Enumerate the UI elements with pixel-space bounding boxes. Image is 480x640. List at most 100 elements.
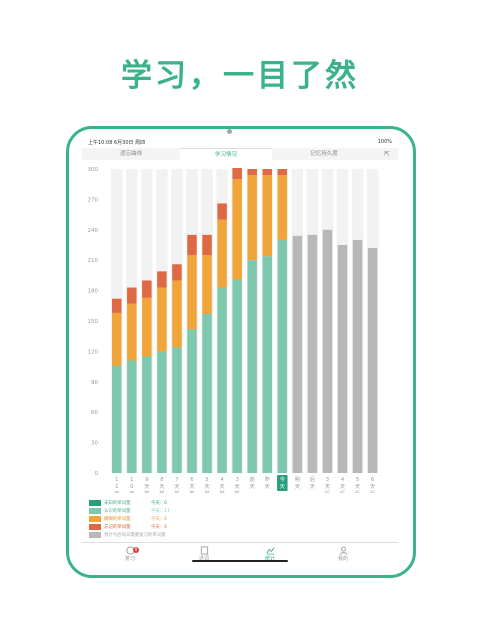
x-tick-label-char: 4 (341, 477, 345, 483)
share-icon[interactable]: ⇱ (384, 150, 390, 158)
x-tick-label-char: 天 (355, 483, 360, 490)
nav-statistics[interactable]: 统计 (250, 546, 290, 562)
bar-segment (352, 239, 363, 473)
bar-segment (202, 255, 212, 314)
y-tick-label: 0 (95, 471, 99, 477)
nav-label: 统计 (264, 556, 275, 562)
y-tick-label: 210 (88, 258, 99, 264)
legend-today-value: 今天：0 (151, 501, 167, 506)
nav-select-words[interactable]: 选词 (184, 546, 224, 562)
x-tick-label-char: 9 (145, 477, 148, 483)
camera-dot (227, 129, 232, 134)
bar-segment (112, 298, 122, 313)
y-tick-label: 120 (88, 349, 99, 355)
bar-segment (112, 365, 122, 473)
x-tick-label-char: 天 (265, 483, 270, 490)
bar-segment (307, 234, 318, 473)
tablet-screen: 上午10:08 6月30日 周四 100% 遗忘曲线 学习情况 记忆持久度 ⇱ … (82, 137, 398, 565)
bar-segment (202, 234, 212, 256)
x-tick-label-char: 天 (250, 483, 255, 490)
x-tick-label-char: 1 (115, 477, 118, 483)
x-tick-label-char: 后 (355, 489, 360, 493)
bar-segment (142, 356, 152, 473)
nav-profile[interactable]: 我的 (323, 546, 363, 562)
bar-segment (187, 234, 197, 256)
x-tick-label-char: 8 (160, 477, 163, 483)
bar-segment (172, 264, 182, 281)
x-tick-label-char: 天 (159, 483, 164, 490)
x-tick-label-char: 天 (235, 483, 240, 490)
x-tick-label-char: 6 (190, 477, 193, 483)
study-chart: 030609012015018021024027030011天前10天前9天前8… (88, 167, 379, 493)
notification-badge: 8 (133, 547, 139, 553)
x-tick-label-char: 3 (235, 477, 238, 483)
legend-label: 认识的单词量 (104, 509, 131, 514)
legend-item: 认识的单词量 今天：17 (89, 507, 209, 515)
legend-today-value: 今天：4 (151, 525, 167, 530)
tab-bar: 遗忘曲线 学习情况 记忆持久度 ⇱ (82, 148, 398, 161)
x-tick-label-char: 6 (371, 477, 374, 483)
bar-segment (172, 280, 182, 348)
x-tick-label-char: 天 (129, 490, 134, 493)
x-tick-label-char: 后 (340, 489, 345, 493)
x-tick-label-char: 5 (356, 477, 359, 483)
tab-memory-durability[interactable]: 记忆持久度 (310, 151, 338, 157)
status-bar: 上午10:08 6月30日 周四 100% (82, 137, 398, 147)
nav-label: 我的 (337, 556, 348, 562)
user-icon (339, 546, 347, 555)
x-tick-label-char: 5 (205, 477, 208, 483)
y-tick-label: 60 (91, 410, 98, 416)
battery-indicator: 100% (377, 139, 392, 145)
chart-legend: 未知的单词量 今天：0 认识的单词量 今天：17 模糊的单词量 今天：8 忘记的… (89, 499, 209, 539)
legend-today-value: 今天：8 (151, 517, 167, 522)
bar-segment (292, 235, 303, 473)
x-tick-label-char: 天 (370, 483, 375, 490)
y-tick-label: 90 (91, 380, 98, 386)
x-tick-label-char: 前 (204, 489, 209, 493)
tab-forgetting-curve[interactable]: 遗忘曲线 (119, 151, 142, 157)
legend-label: 忘记的单词量 (104, 525, 131, 530)
legend-label: 模糊的单词量 (104, 517, 131, 522)
x-tick-label-char: 前 (159, 489, 164, 493)
x-tick-label-char: 4 (220, 477, 224, 483)
legend-item: 模糊的单词量 今天：8 (89, 515, 209, 523)
bottom-nav: 复习 8 选词 统计 我的 (82, 542, 398, 565)
home-indicator (192, 560, 288, 562)
bar-segment (157, 351, 167, 473)
chart-icon (266, 547, 274, 555)
x-tick-label-char: 天 (189, 483, 194, 490)
legend-swatch (89, 500, 101, 506)
x-tick-label-char: 天 (114, 490, 119, 493)
bar-segment (337, 245, 348, 473)
nav-review[interactable]: 复习 8 (110, 546, 150, 562)
legend-swatch (89, 524, 101, 530)
x-tick-label-char: 昨 (265, 475, 270, 483)
x-tick-label-char: 天 (310, 483, 315, 490)
y-tick-label: 150 (88, 319, 99, 325)
tab-study-status[interactable]: 学习情况 (180, 148, 272, 161)
bar-segment (187, 255, 197, 330)
bar-segment (157, 271, 167, 288)
y-tick-label: 300 (88, 167, 99, 173)
x-tick-label-char: 后 (370, 489, 375, 493)
book-icon (200, 546, 208, 555)
bar-segment (217, 203, 227, 220)
x-tick-label-char: 明 (295, 476, 300, 483)
bar-segment (232, 179, 242, 280)
x-tick-label-char: 天 (219, 483, 224, 490)
x-tick-label-char: 前 (219, 489, 224, 493)
bar-segment (202, 313, 212, 473)
x-tick-label-char: 前 (235, 489, 240, 493)
bar-segment (127, 360, 137, 473)
x-tick-label-char: 前 (189, 489, 194, 493)
x-tick-label-char: 天 (340, 483, 345, 490)
bar-segment (277, 239, 288, 473)
x-tick-label-char: 天 (325, 483, 330, 490)
legend-swatch (89, 532, 101, 538)
bar-segment (247, 169, 257, 176)
y-tick-label: 30 (91, 441, 98, 447)
x-tick-label-char: 前 (250, 475, 255, 483)
x-tick-label-char: 7 (175, 477, 178, 483)
x-tick-label-char: 天 (280, 483, 285, 490)
x-tick-label-char: 3 (326, 477, 329, 483)
